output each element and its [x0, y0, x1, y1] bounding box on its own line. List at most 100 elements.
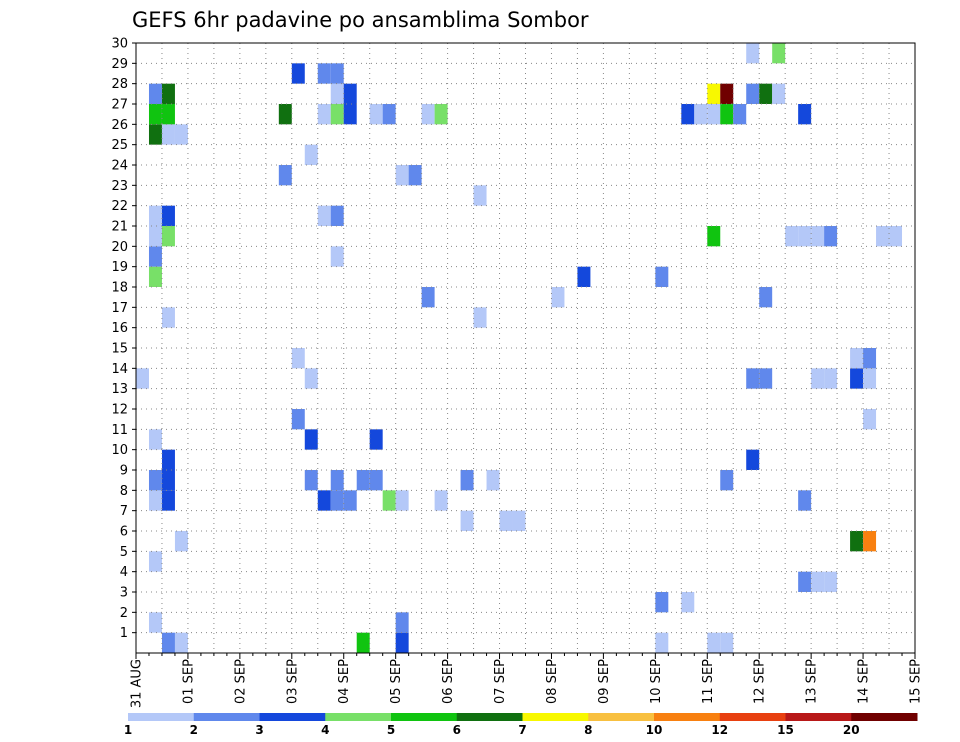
colorbar-label: 4 — [321, 723, 329, 737]
data-cell — [798, 490, 812, 511]
data-cell — [707, 226, 721, 247]
data-cell — [161, 632, 175, 653]
data-cell — [655, 266, 669, 287]
data-cell — [148, 205, 162, 226]
y-tick-label: 16 — [111, 321, 128, 336]
data-cell — [148, 470, 162, 491]
data-cell — [148, 83, 162, 104]
data-cell — [850, 368, 864, 389]
data-cell — [720, 83, 734, 104]
data-cell — [174, 124, 188, 145]
y-tick-label: 13 — [111, 382, 128, 397]
grid-lines — [136, 43, 915, 653]
data-cell — [161, 307, 175, 328]
data-cell — [317, 205, 331, 226]
y-tick-label: 19 — [111, 260, 128, 275]
x-axis: 31 AUG 01 SEP 02 SEP 03 SEP 04 SEP 05 SEP 06 S… — [130, 653, 924, 708]
data-cell — [161, 124, 175, 145]
y-tick-label: 25 — [111, 138, 128, 153]
data-cell — [811, 226, 825, 247]
data-cell — [317, 63, 331, 84]
y-tick-label: 22 — [111, 199, 128, 214]
data-cell — [499, 510, 513, 531]
data-cell — [473, 185, 487, 206]
y-tick-label: 20 — [111, 240, 128, 255]
data-cell — [161, 470, 175, 491]
data-cell — [291, 409, 305, 430]
x-tick-label: 01 SEP — [181, 659, 196, 704]
data-cell — [161, 205, 175, 226]
data-cell — [291, 348, 305, 369]
data-cell — [304, 429, 318, 450]
data-cell — [161, 449, 175, 470]
data-cell — [395, 490, 409, 511]
data-cell — [278, 104, 292, 125]
data-cell — [330, 205, 344, 226]
x-tick-label: 04 SEP — [337, 659, 352, 704]
data-cell — [772, 83, 786, 104]
data-cell — [681, 104, 695, 125]
y-tick-label: 15 — [111, 342, 128, 357]
y-tick-label: 29 — [111, 57, 128, 72]
data-cell — [148, 429, 162, 450]
y-tick-label: 14 — [111, 362, 128, 377]
data-cell — [421, 287, 435, 308]
y-tick-label: 4 — [120, 565, 128, 580]
x-tick-label: 10 SEP — [649, 659, 664, 704]
y-tick-label: 26 — [111, 118, 128, 133]
data-cell — [330, 470, 344, 491]
colorbar-swatch — [259, 713, 326, 721]
data-cell — [473, 307, 487, 328]
y-tick-label: 12 — [111, 403, 128, 418]
data-cell — [863, 348, 877, 369]
y-tick-label: 10 — [111, 443, 128, 458]
colorbar-swatch — [522, 713, 589, 721]
data-cell — [148, 551, 162, 572]
colorbar-swatch — [456, 713, 523, 721]
data-cell — [343, 83, 357, 104]
data-cell — [291, 63, 305, 84]
y-tick-label: 9 — [120, 464, 128, 479]
colorbar-swatch — [785, 713, 852, 721]
x-tick-label: 06 SEP — [441, 659, 456, 704]
data-cell — [174, 632, 188, 653]
y-tick-label: 17 — [111, 301, 128, 316]
data-cell — [148, 226, 162, 247]
data-cell — [161, 104, 175, 125]
data-cell — [759, 83, 773, 104]
data-cell — [486, 470, 500, 491]
data-cell — [174, 531, 188, 552]
data-cell — [304, 470, 318, 491]
data-cell — [330, 63, 344, 84]
colorbar-label: 8 — [584, 723, 592, 737]
data-cells — [136, 43, 903, 653]
colorbar-label: 3 — [255, 723, 263, 737]
colorbar-label: 15 — [777, 723, 794, 737]
data-cell — [811, 571, 825, 592]
data-cell — [343, 104, 357, 125]
data-cell — [369, 429, 383, 450]
data-cell — [460, 470, 474, 491]
y-tick-label: 21 — [111, 220, 128, 235]
data-cell — [889, 226, 903, 247]
x-tick-label: 15 SEP — [909, 659, 924, 704]
x-tick-label: 05 SEP — [389, 659, 404, 704]
colorbar-label: 5 — [387, 723, 395, 737]
colorbar-label: 7 — [518, 723, 526, 737]
data-cell — [798, 104, 812, 125]
colorbar-swatch — [325, 713, 392, 721]
data-cell — [863, 531, 877, 552]
x-tick-label: 14 SEP — [857, 659, 872, 704]
y-tick-label: 30 — [111, 37, 128, 52]
colorbar-label: 20 — [843, 723, 860, 737]
data-cell — [759, 368, 773, 389]
data-cell — [824, 368, 838, 389]
x-tick-label: 31 AUG — [130, 659, 145, 708]
colorbar-legend: 1 2 3 4 5 6 7 8 10 12 15 20 — [124, 713, 918, 737]
y-tick-label: 2 — [120, 606, 128, 621]
x-tick-label: 09 SEP — [597, 659, 612, 704]
x-tick-label: 08 SEP — [545, 659, 560, 704]
colorbar-swatch — [193, 713, 260, 721]
data-cell — [785, 226, 799, 247]
data-cell — [824, 571, 838, 592]
